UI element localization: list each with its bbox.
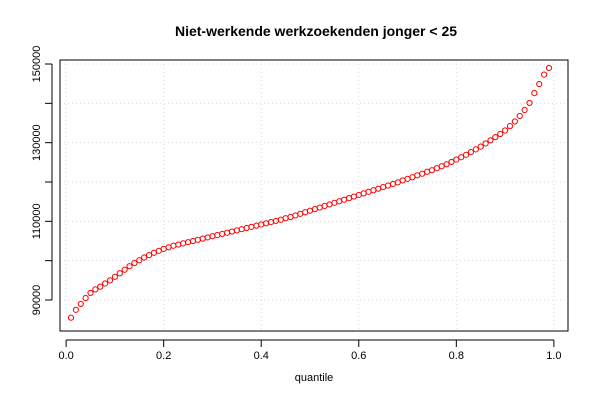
data-point <box>87 289 94 297</box>
data-point <box>545 64 553 72</box>
data-point <box>541 71 548 78</box>
plot-frame <box>59 59 569 332</box>
data-point <box>531 90 538 97</box>
data-point <box>116 270 123 277</box>
x-axis: 0.0 0.2 0.4 0.6 0.8 1.0 <box>58 339 562 362</box>
points <box>67 64 553 321</box>
x-tick-label: 0.8 <box>449 350 464 362</box>
data-point <box>180 240 187 247</box>
data-point <box>184 239 192 246</box>
data-point <box>136 257 143 264</box>
data-point <box>189 237 197 245</box>
data-point <box>536 80 543 88</box>
data-point <box>141 254 148 261</box>
data-point <box>214 232 221 239</box>
data-point <box>126 263 133 270</box>
data-point <box>82 294 89 302</box>
data-point <box>248 223 255 230</box>
x-tick-label: 1.0 <box>546 350 561 362</box>
x-tick-label: 0.6 <box>351 350 366 362</box>
data-point <box>477 143 484 150</box>
y-tick-label: 110000 <box>31 203 43 239</box>
data-point <box>233 227 240 234</box>
data-point <box>458 154 465 161</box>
data-point <box>92 286 99 293</box>
data-point <box>209 233 216 240</box>
data-point <box>223 229 231 236</box>
data-point <box>238 226 245 233</box>
data-point <box>263 220 270 227</box>
data-point <box>516 112 523 120</box>
data-point <box>253 222 260 229</box>
data-point <box>453 156 460 163</box>
data-point <box>219 230 226 238</box>
data-point <box>482 140 489 147</box>
data-point <box>267 219 275 226</box>
y-tick-label: 90000 <box>31 285 43 316</box>
data-point <box>487 137 494 144</box>
x-axis-label: quantile <box>295 372 334 384</box>
data-point <box>472 146 479 153</box>
data-point <box>72 306 79 313</box>
data-point <box>67 314 75 321</box>
data-point <box>492 134 499 141</box>
data-point <box>497 130 504 138</box>
data-point <box>194 236 201 243</box>
x-tick-label: 0.4 <box>254 350 269 362</box>
data-point <box>228 228 236 235</box>
data-point <box>448 158 455 166</box>
x-tick-label: 0.2 <box>156 350 171 362</box>
y-tick-label: 130000 <box>31 124 43 161</box>
data-point <box>97 283 104 290</box>
data-point <box>121 266 128 273</box>
data-point <box>131 259 138 267</box>
y-axis: 90000 110000 130000 150000 <box>31 46 53 316</box>
data-point <box>462 151 470 158</box>
data-point <box>502 127 509 134</box>
data-point <box>243 224 250 232</box>
data-point <box>272 217 279 225</box>
data-point <box>199 235 206 242</box>
data-point <box>170 242 177 249</box>
data-point <box>102 280 109 287</box>
x-tick-label: 0.0 <box>58 350 73 362</box>
data-point <box>77 300 84 308</box>
data-point <box>145 252 153 259</box>
data-point <box>106 277 114 284</box>
data-point <box>175 241 182 248</box>
data-point <box>204 234 211 241</box>
data-point <box>443 161 450 168</box>
chart-title: Niet-werkende werkzoekenden jonger < 25 <box>175 23 457 39</box>
data-point <box>511 118 518 125</box>
grid <box>60 60 568 331</box>
data-point <box>521 106 528 114</box>
data-point <box>467 149 475 156</box>
data-point <box>282 215 289 222</box>
y-tick-label: 150000 <box>31 46 43 83</box>
data-point <box>111 273 118 280</box>
data-point <box>506 123 514 130</box>
data-point <box>526 99 533 107</box>
